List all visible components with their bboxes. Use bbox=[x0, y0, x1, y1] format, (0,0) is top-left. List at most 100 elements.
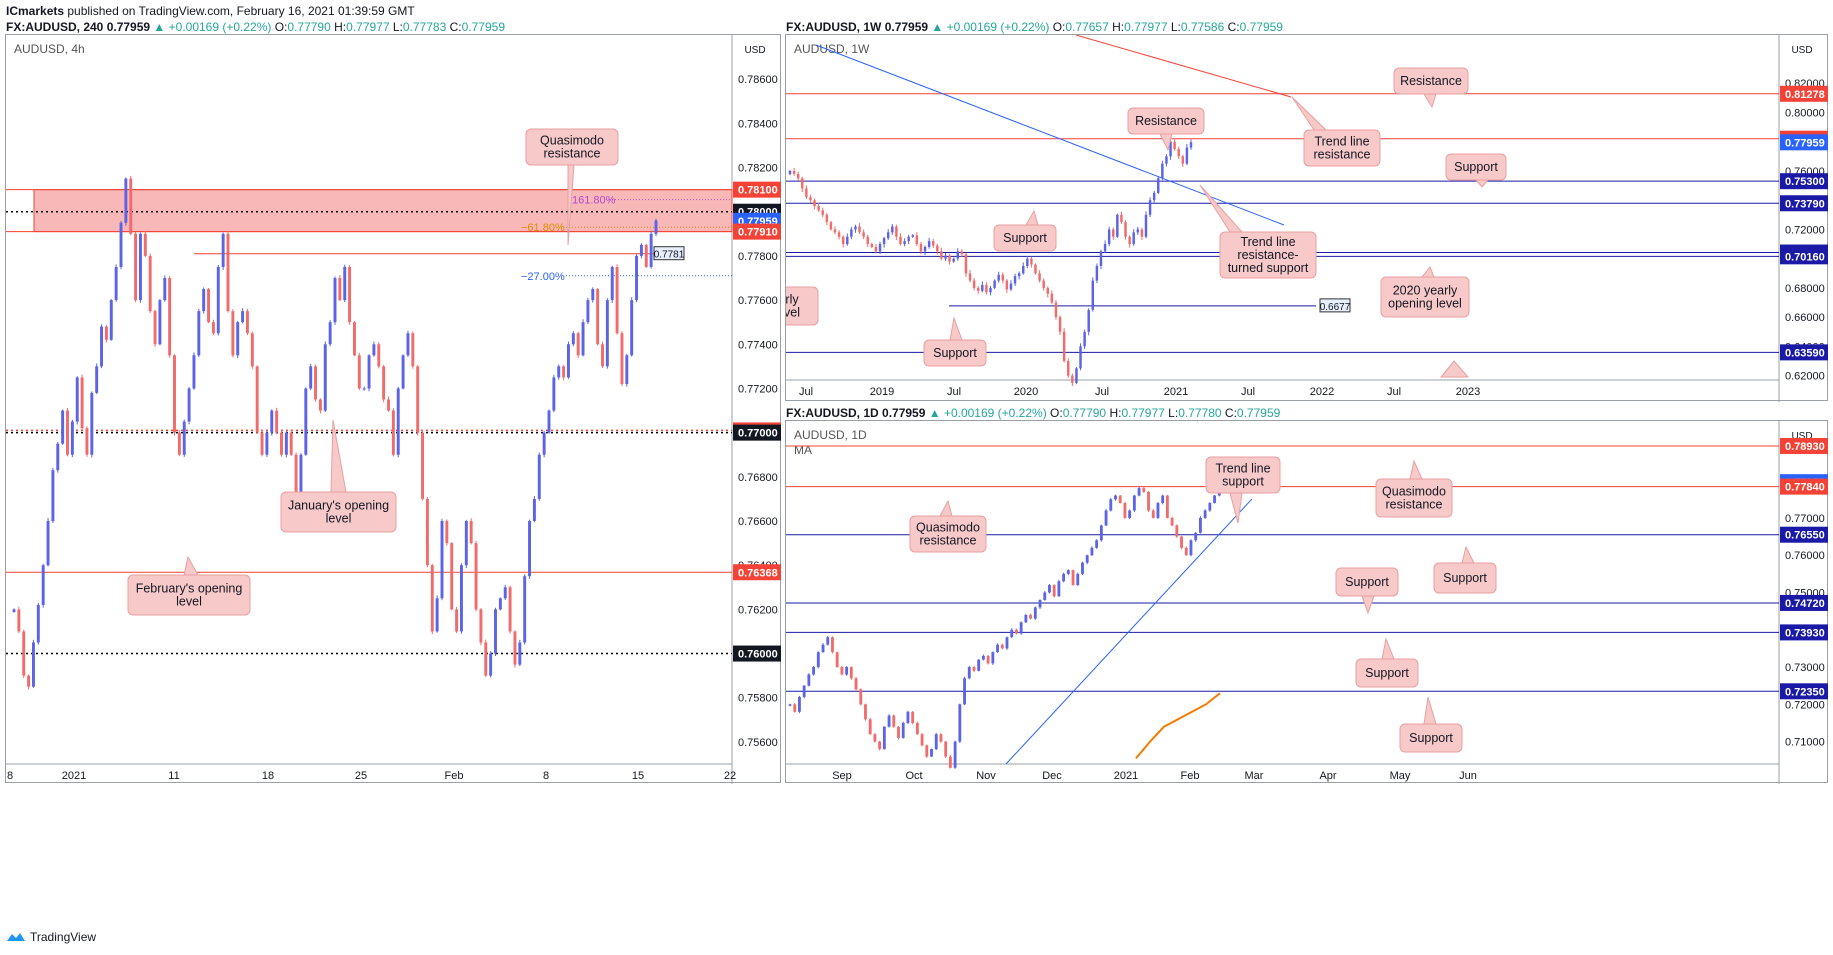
time-tick-label: Apr bbox=[1319, 770, 1336, 782]
candle-body bbox=[654, 220, 658, 234]
support-callout-pointer bbox=[1423, 696, 1437, 725]
candle-body bbox=[920, 734, 924, 746]
support-callout-text: Support bbox=[1003, 231, 1047, 245]
candle-body bbox=[958, 704, 962, 742]
candle-body bbox=[421, 432, 425, 499]
fib-label: −27.00% bbox=[521, 271, 565, 283]
candle-body bbox=[1024, 614, 1028, 623]
trend-line bbox=[1005, 498, 1253, 765]
currency-label: USD bbox=[744, 45, 765, 56]
panel-4h-title: FX:AUDUSD, 240 0.77959 ▲ +0.00169 (+0.22… bbox=[6, 20, 505, 34]
candle-body bbox=[891, 226, 894, 233]
candle-body bbox=[895, 226, 898, 237]
candle-body bbox=[1083, 331, 1086, 347]
candle-body bbox=[1067, 360, 1070, 376]
candle-body bbox=[401, 355, 405, 389]
candle-body bbox=[362, 388, 366, 390]
time-tick-label: 2022 bbox=[1310, 386, 1334, 398]
time-tick-label: Feb bbox=[1181, 770, 1200, 782]
candle-body bbox=[1148, 200, 1152, 215]
candle-body bbox=[792, 170, 796, 174]
candle-body bbox=[537, 454, 541, 499]
candle-body bbox=[85, 428, 89, 455]
february-callout-text: level bbox=[176, 595, 202, 609]
price-axis-marker bbox=[1780, 683, 1828, 700]
candle-body bbox=[915, 722, 919, 735]
price-tag: 0.6677 bbox=[1320, 302, 1351, 313]
candle-body bbox=[944, 255, 947, 259]
trend-resistance-callout-text: Trend line bbox=[1314, 135, 1369, 149]
candle-body bbox=[940, 251, 943, 259]
candle-body bbox=[138, 233, 142, 301]
publish-info: published on TradingView.com, February 1… bbox=[64, 4, 415, 18]
candle-body bbox=[1189, 142, 1193, 148]
yearly-open-callout-box bbox=[1380, 276, 1470, 318]
support-callout-text: Support bbox=[1345, 575, 1389, 589]
candle-body bbox=[864, 704, 867, 720]
candle-body bbox=[1034, 264, 1037, 274]
price-axis-marker-text: 0.78930 bbox=[1785, 441, 1825, 453]
candle-body bbox=[854, 226, 857, 230]
chart-1w-svg[interactable]: AUDUSD, 1WUSD0.620000.640000.660000.6800… bbox=[765, 34, 1829, 402]
trend-support-callout-pointer bbox=[1229, 492, 1243, 524]
candle-body bbox=[1120, 214, 1123, 223]
candle-body bbox=[927, 241, 931, 247]
candle-body bbox=[474, 543, 478, 610]
candle-body bbox=[841, 236, 845, 245]
candle-body bbox=[124, 178, 128, 223]
candle-body bbox=[644, 244, 648, 267]
candle-body bbox=[1079, 346, 1082, 369]
candle-body bbox=[148, 255, 152, 312]
candle-body bbox=[576, 333, 580, 356]
resistance-callout: Resistance bbox=[1393, 67, 1469, 109]
candle-body bbox=[90, 392, 94, 455]
time-tick-label: Nov bbox=[976, 770, 996, 782]
chart-4h-svg[interactable]: AUDUSD, 4h USD 0.75600 0.75800 0.76000 0.7620… bbox=[6, 35, 782, 784]
candle-body bbox=[1128, 236, 1131, 245]
open-value: 0.77790 bbox=[1062, 406, 1107, 420]
chart-4h[interactable]: AUDUSD, 4h USD 0.75600 0.75800 0.76000 0.7620… bbox=[5, 34, 782, 784]
candle-body bbox=[80, 377, 84, 429]
tradingview-brand[interactable]: TradingView bbox=[30, 930, 97, 944]
candle-body bbox=[109, 300, 113, 340]
quasimodo-callout-pointer bbox=[1409, 459, 1423, 480]
candle-body bbox=[202, 289, 206, 312]
support-callout-pointer bbox=[949, 316, 963, 341]
candle-body bbox=[934, 734, 938, 750]
candle-body bbox=[1075, 368, 1078, 383]
price-axis-marker-text: 0.72350 bbox=[1785, 686, 1825, 698]
candle-body bbox=[1022, 265, 1025, 274]
candle-body bbox=[833, 229, 837, 233]
price-axis-marker-text: 0.77910 bbox=[738, 227, 778, 239]
candle-body bbox=[868, 719, 872, 735]
time-tick-label: Oct bbox=[905, 770, 922, 782]
price-axis-marker bbox=[733, 645, 781, 662]
candle-body bbox=[986, 655, 990, 664]
publisher-name[interactable]: ICmarkets bbox=[6, 4, 65, 18]
high-value: 0.77977 bbox=[346, 20, 390, 34]
candle-body bbox=[459, 565, 463, 632]
time-tick-label: 8 bbox=[7, 770, 13, 782]
support-callout-box bbox=[1399, 723, 1463, 753]
candle-body bbox=[1208, 503, 1212, 511]
candle-body bbox=[1169, 141, 1172, 157]
candle-body bbox=[1112, 229, 1115, 237]
candle-body bbox=[630, 300, 634, 356]
resistance-callout-text: Resistance bbox=[1135, 114, 1197, 128]
candle-body bbox=[518, 642, 522, 665]
callout-pointer bbox=[1439, 360, 1470, 378]
quasimodo-callout-text: resistance bbox=[1386, 498, 1443, 512]
chart-1w[interactable]: AUDUSD, 1WUSD0.620000.640000.660000.6800… bbox=[765, 34, 1829, 402]
candle-body bbox=[338, 278, 342, 301]
candle-body bbox=[352, 322, 356, 356]
quasimodo-callout-box bbox=[525, 128, 619, 166]
candle-body bbox=[1058, 317, 1062, 332]
candle-body bbox=[586, 300, 590, 323]
candle-body bbox=[911, 235, 914, 237]
tradingview-logo-icon bbox=[7, 933, 25, 941]
candle-body bbox=[972, 667, 976, 671]
candle-body bbox=[348, 266, 352, 323]
price-axis-marker bbox=[1780, 134, 1828, 151]
